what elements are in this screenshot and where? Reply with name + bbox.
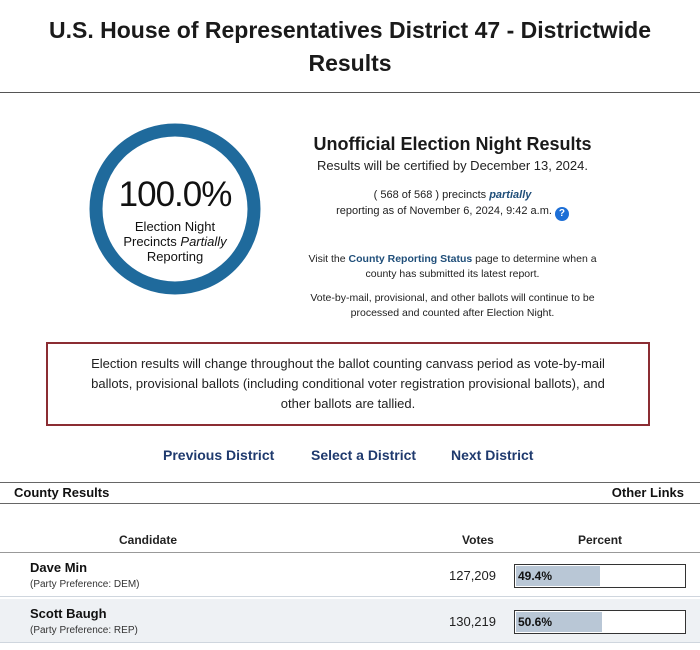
candidate-votes: 127,209: [449, 568, 496, 583]
vote-by-mail-note-line-2: processed and counted after Election Nig…: [350, 307, 555, 319]
percent-value: 50.6%: [518, 615, 553, 629]
page-title-line-2: Results: [308, 50, 392, 76]
toolbar-bottom-rule: [0, 503, 700, 504]
table-header-rule: [0, 552, 700, 553]
county-reporting-status-link[interactable]: County Reporting Status: [348, 253, 473, 265]
gauge-label-line-1: Election Night: [134, 219, 216, 234]
help-icon[interactable]: ?: [554, 207, 569, 221]
results-change-notice: Election results will change throughout …: [46, 342, 650, 426]
county-results-tab[interactable]: County Results: [14, 485, 110, 500]
table-row: Scott Baugh (Party Preference: REP) 130,…: [0, 599, 700, 643]
reporting-gauge: 100.0% Election Night Precincts Partiall…: [87, 121, 263, 297]
candidate-votes: 130,219: [449, 614, 496, 629]
candidate-name: Scott Baugh: [30, 606, 107, 621]
column-header-candidate: Candidate: [119, 533, 178, 547]
results-toolbar: County Results Other Links: [0, 482, 700, 504]
other-links-tab[interactable]: Other Links: [611, 485, 684, 500]
candidate-name: Dave Min: [30, 560, 88, 575]
title-divider: [0, 92, 700, 93]
visit-reporting-status-text-2: county has submitted its latest report.: [365, 268, 540, 280]
results-heading: Unofficial Election Night Results: [313, 134, 592, 154]
candidate-party: (Party Preference: REP): [30, 625, 138, 636]
percent-bar-fill: [516, 612, 602, 632]
gauge-progress-arc: [89, 123, 261, 295]
percent-value: 49.4%: [518, 569, 553, 583]
precincts-count-text: ( 568 of 568 ) precincts partially: [373, 189, 532, 201]
next-district-link[interactable]: Next District: [451, 447, 534, 463]
notice-line-1: Election results will change throughout …: [91, 356, 605, 371]
percent-bar-fill: [516, 566, 600, 586]
gauge-ring: [89, 123, 261, 295]
notice-line-3: other ballots are tallied.: [280, 396, 416, 411]
select-district-link[interactable]: Select a District: [311, 447, 417, 463]
percent-bar: 49.4%: [514, 564, 686, 588]
page-title: U.S. House of Representatives District 4…: [0, 14, 700, 80]
column-header-percent: Percent: [578, 533, 623, 547]
page-title-line-1: U.S. House of Representatives District 4…: [48, 17, 651, 43]
gauge-percent: 100.0%: [118, 175, 233, 214]
visit-reporting-status-text: Visit the County Reporting Status page t…: [308, 253, 597, 265]
gauge-label-line-3: Reporting: [146, 249, 204, 264]
previous-district-link[interactable]: Previous District: [163, 447, 275, 463]
gauge-label-line-2: Precincts Partially: [123, 234, 227, 249]
notice-line-2: ballots, provisional ballots (including …: [91, 376, 605, 391]
toolbar-top-rule: [0, 482, 700, 483]
table-row: Dave Min (Party Preference: DEM) 127,209…: [0, 553, 700, 597]
reporting-timestamp-text: reporting as of November 6, 2024, 9:42 a…: [280, 205, 625, 221]
column-header-votes: Votes: [462, 533, 494, 547]
vote-by-mail-note-line-1: Vote-by-mail, provisional, and other bal…: [310, 292, 595, 304]
certification-date-text: Results will be certified by December 13…: [317, 158, 588, 173]
percent-bar: 50.6%: [514, 610, 686, 634]
candidate-party: (Party Preference: DEM): [30, 579, 140, 590]
